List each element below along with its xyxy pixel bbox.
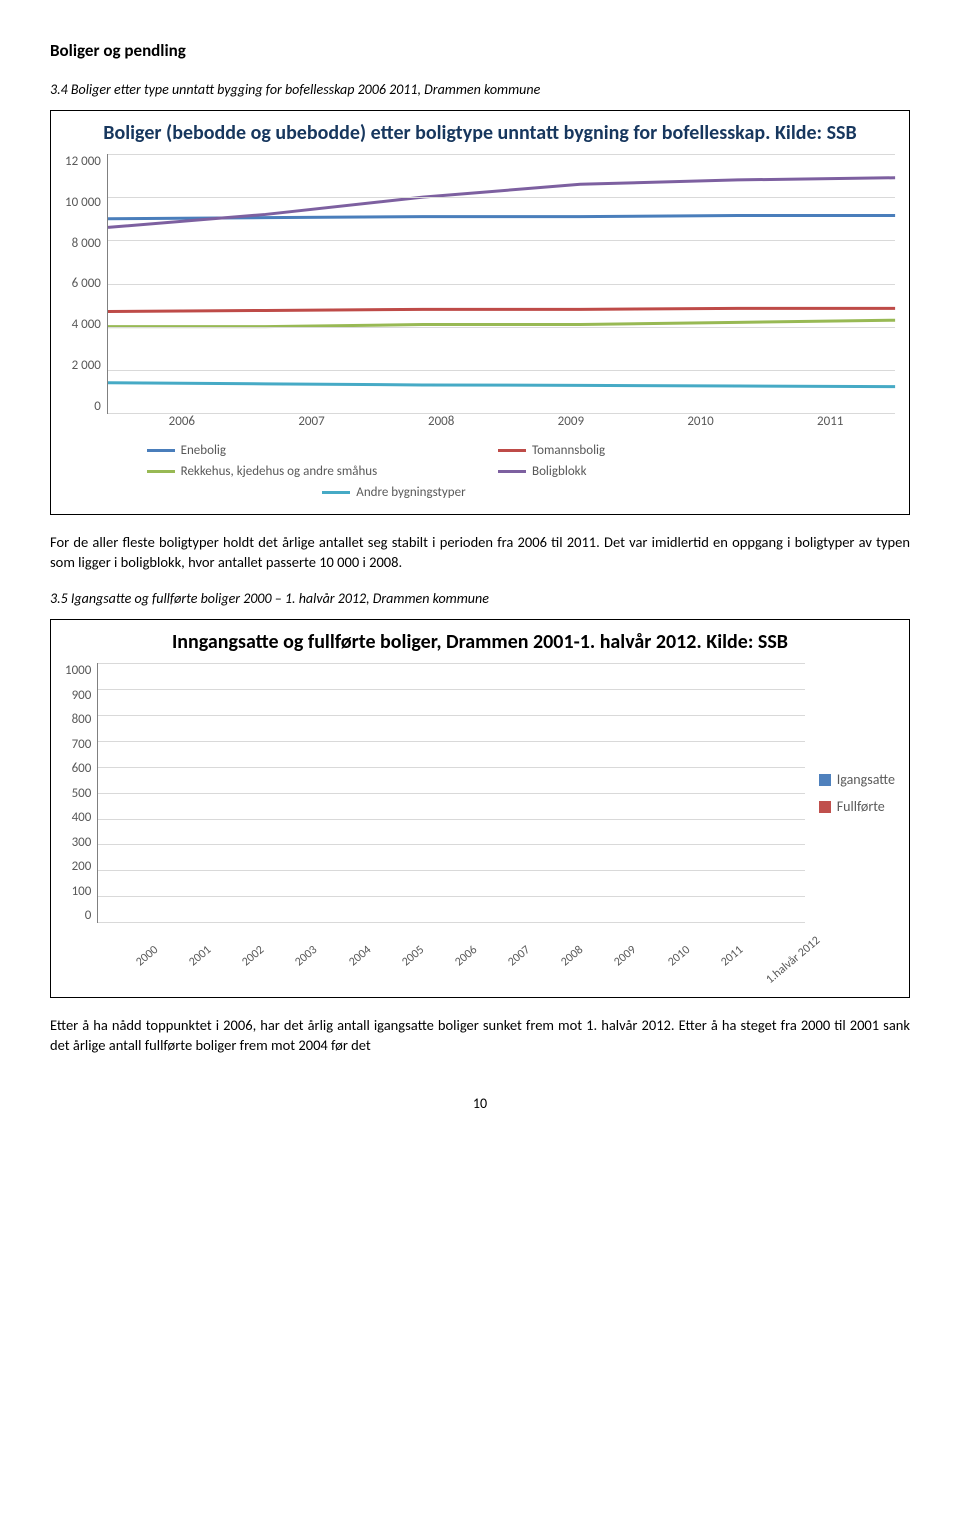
series-line [108,308,895,311]
legend-item: Fullførte [819,798,895,815]
y-tick-label: 12 000 [65,154,101,169]
chart2-x-axis: 2000200120022003200420052006200720082009… [101,923,805,983]
y-tick-label: 8 000 [72,236,101,251]
legend-label: Rekkehus, kjedehus og andre småhus [181,464,378,479]
y-tick-label: 6 000 [72,276,101,291]
chart1-plot [107,154,895,414]
y-tick-label: 800 [72,712,92,727]
series-line [108,383,895,387]
y-tick-label: 600 [72,761,92,776]
y-tick-label: 2 000 [72,358,101,373]
y-tick-label: 1000 [65,663,91,678]
y-tick-label: 100 [72,884,92,899]
legend-item: Rekkehus, kjedehus og andre småhus [147,464,462,479]
y-tick-label: 200 [72,859,92,874]
chart1-legend: Enebolig Tomannsbolig Rekkehus, kjedehus o… [65,443,895,500]
y-tick-label: 400 [72,810,92,825]
x-tick-label: 2011 [765,414,895,429]
x-tick-label: 1.halvår 2012 [754,923,843,1011]
legend-item: Igangsatte [819,771,895,788]
legend-swatch [147,470,175,473]
chart2-frame: Inngangsatte og fullførte boliger, Dramm… [50,619,910,998]
page-heading: Boliger og pendling [50,40,910,61]
legend-label: Andre bygningstyper [356,485,465,500]
legend-swatch [498,449,526,452]
chart1-caption: 3.4 Boliger etter type unntatt bygging f… [50,81,910,98]
legend-swatch [147,449,175,452]
legend-label: Fullførte [837,798,885,815]
x-tick-label: 2010 [636,414,766,429]
legend-swatch [819,774,831,786]
legend-item: Tomannsbolig [498,443,813,458]
y-tick-label: 0 [85,908,92,923]
paragraph-1: For de aller fleste boligtyper holdt det… [50,533,910,572]
legend-label: Tomannsbolig [532,443,605,458]
legend-label: Enebolig [181,443,226,458]
y-tick-label: 0 [94,399,101,414]
chart1-title: Boliger (bebodde og ubebodde) etter boli… [65,121,895,146]
x-tick-label: 2008 [376,414,506,429]
paragraph-2: Etter å ha nådd toppunktet i 2006, har d… [50,1016,910,1055]
chart1-frame: Boliger (bebodde og ubebodde) etter boli… [50,110,910,515]
chart2-legend: Igangsatte Fullførte [805,663,895,923]
y-tick-label: 700 [72,737,92,752]
chart2-y-axis: 10009008007006005004003002001000 [65,663,97,923]
chart2-caption: 3.5 Igangsatte og fullførte boliger 2000… [50,590,910,607]
legend-label: Boligblokk [532,464,587,479]
legend-swatch [498,470,526,473]
x-tick-label: 2007 [247,414,377,429]
y-tick-label: 4 000 [72,317,101,332]
legend-item: Enebolig [147,443,462,458]
legend-swatch [819,801,831,813]
chart1-x-axis: 200620072008200920102011 [117,414,895,429]
chart2-title: Inngangsatte og fullførte boliger, Dramm… [65,630,895,655]
page-number: 10 [50,1095,910,1112]
series-line [108,178,895,228]
y-tick-label: 10 000 [65,195,101,210]
legend-label: Igangsatte [837,771,895,788]
legend-item: Boligblokk [498,464,813,479]
x-tick-label: 2006 [117,414,247,429]
y-tick-label: 900 [72,688,92,703]
chart1-y-axis: 12 000 10 000 8 000 6 000 4 000 2 000 0 [65,154,107,414]
legend-item: Andre bygningstyper [322,485,637,500]
y-tick-label: 500 [72,786,92,801]
y-tick-label: 300 [72,835,92,850]
chart2-plot [97,663,804,923]
legend-swatch [322,491,350,494]
x-tick-label: 2009 [506,414,636,429]
